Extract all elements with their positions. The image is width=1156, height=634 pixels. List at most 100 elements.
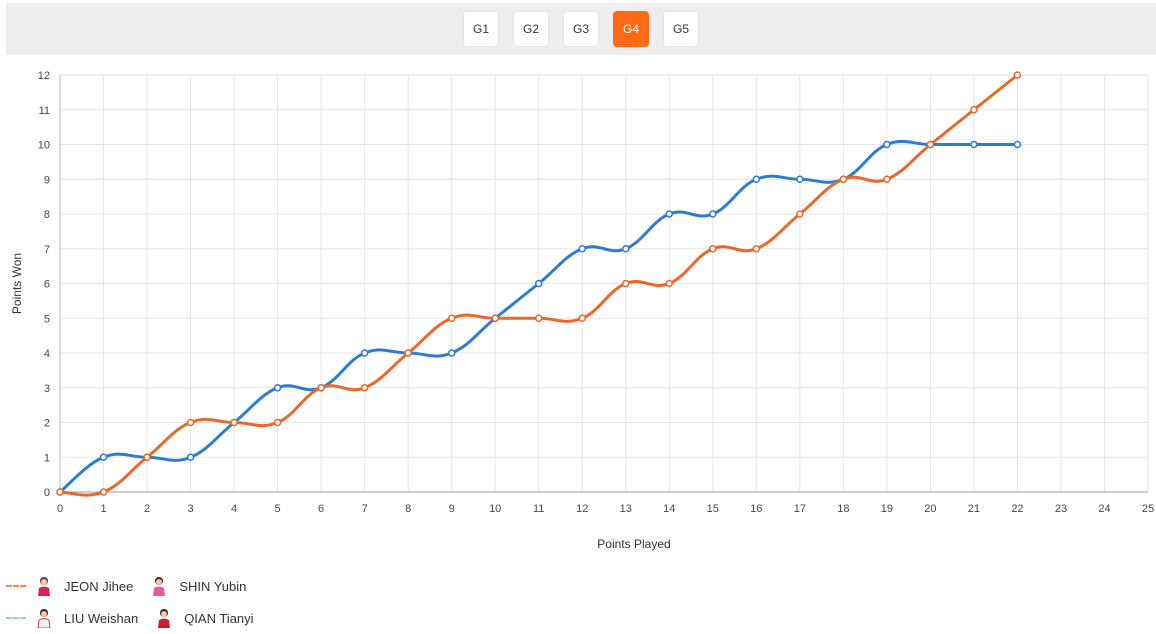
y-tick-label: 8 — [44, 209, 50, 221]
player-avatar-icon — [37, 609, 51, 628]
y-tick-label: 1 — [44, 452, 50, 464]
x-tick-label: 17 — [794, 503, 806, 515]
data-point — [99, 453, 108, 461]
data-point — [752, 175, 761, 183]
data-point — [709, 245, 717, 253]
data-point — [578, 245, 586, 253]
data-point — [360, 349, 369, 357]
tab-g4[interactable]: G4 — [613, 11, 649, 47]
data-point — [839, 175, 848, 183]
x-tick-label: 18 — [837, 503, 849, 515]
tab-g3[interactable]: G3 — [563, 11, 599, 47]
legend-row-team-1: JEON Jihee SHIN Yubin — [6, 570, 272, 602]
legend: JEON Jihee SHIN Yubin LIU Weishan QIAN T… — [6, 570, 272, 634]
series-2 — [56, 71, 1022, 497]
data-point — [752, 245, 761, 253]
x-tick-label: 9 — [449, 503, 455, 515]
player-avatar-icon — [158, 609, 171, 628]
y-tick-label: 7 — [44, 244, 50, 256]
x-tick-label: 2 — [144, 503, 150, 515]
x-tick-label: 4 — [231, 503, 237, 515]
legend-player-name: QIAN Tianyi — [184, 610, 254, 626]
y-tick-label: 12 — [38, 70, 50, 82]
x-tick-label: 10 — [489, 503, 501, 515]
data-point — [186, 453, 195, 461]
x-tick-label: 3 — [187, 503, 193, 515]
y-tick-label: 11 — [39, 105, 50, 117]
x-tick-label: 19 — [881, 503, 893, 515]
data-point — [404, 349, 412, 357]
y-axis-title: Points Won — [10, 253, 24, 314]
data-point — [926, 140, 935, 149]
x-tick-label: 7 — [362, 503, 368, 515]
data-point — [1013, 71, 1022, 79]
x-tick-label: 1 — [100, 503, 106, 515]
x-tick-label: 5 — [275, 503, 281, 515]
data-point — [622, 245, 630, 253]
data-point — [883, 140, 891, 149]
data-point — [56, 488, 64, 496]
legend-swatch-team-2 — [6, 617, 26, 619]
data-point — [970, 106, 978, 114]
x-tick-label: 6 — [318, 503, 324, 515]
data-point — [534, 314, 543, 322]
data-point — [317, 384, 325, 392]
legend-player-name: SHIN Yubin — [179, 578, 247, 594]
data-point — [534, 279, 543, 288]
score-progression-chart: 0 1 2 3 4 5 6 7 8 9 10 11 12 13 14 15 16 17 18 19 20 21 22 23 24… — [10, 70, 1154, 551]
legend-player-name: LIU Weishan — [64, 610, 139, 626]
player-avatar-icon — [38, 577, 50, 596]
y-tick-label: 3 — [44, 383, 50, 395]
data-point — [143, 453, 151, 461]
data-point — [491, 314, 499, 322]
legend-player-name: JEON Jihee — [64, 578, 134, 594]
data-point — [883, 175, 891, 183]
data-point — [665, 210, 674, 218]
x-axis-title: Points Played — [597, 537, 670, 551]
x-tick-label: 25 — [1142, 503, 1154, 515]
data-point — [622, 279, 630, 288]
legend-row-team-2: LIU Weishan QIAN Tianyi — [6, 602, 272, 634]
x-tick-label: 16 — [750, 503, 762, 515]
player-avatar-icon — [153, 577, 166, 596]
data-point — [970, 140, 978, 149]
y-tick-label: 10 — [38, 140, 50, 152]
x-tick-label: 11 — [533, 503, 544, 515]
data-point — [796, 210, 804, 218]
data-point — [796, 175, 804, 183]
data-point — [1013, 140, 1022, 149]
y-tick-label: 9 — [44, 174, 50, 186]
data-point — [578, 314, 586, 322]
y-tick-label: 6 — [44, 279, 50, 291]
data-point — [709, 210, 717, 218]
data-point — [665, 279, 674, 288]
game-selector-bar: G1 G2 G3 G4 G5 — [6, 3, 1156, 55]
y-tick-label: 5 — [44, 313, 50, 325]
x-tick-label: 20 — [924, 503, 936, 515]
data-point — [447, 314, 456, 322]
x-tick-label: 23 — [1055, 503, 1067, 515]
data-point — [447, 349, 456, 357]
x-tick-label: 8 — [405, 503, 411, 515]
y-tick-label: 4 — [44, 348, 50, 360]
y-tick-label: 0 — [44, 487, 50, 499]
x-tick-label: 22 — [1011, 503, 1023, 515]
data-point — [360, 384, 369, 392]
legend-swatch-team-1 — [6, 585, 26, 587]
data-point — [230, 418, 238, 427]
x-tick-label: 0 — [57, 503, 63, 515]
data-point — [99, 488, 108, 496]
x-tick-label: 13 — [620, 503, 632, 515]
x-tick-label: 12 — [576, 503, 588, 515]
data-point — [273, 418, 282, 427]
tab-g2[interactable]: G2 — [513, 11, 549, 47]
y-tick-label: 2 — [44, 418, 50, 430]
x-tick-label: 15 — [707, 503, 719, 515]
x-tick-label: 21 — [968, 503, 980, 515]
tab-g5[interactable]: G5 — [663, 11, 699, 47]
data-point — [186, 418, 195, 427]
game-tabs: G1 G2 G3 G4 G5 — [6, 11, 1156, 47]
x-tick-label: 14 — [663, 503, 675, 515]
tab-g1[interactable]: G1 — [463, 11, 499, 47]
data-point — [273, 384, 282, 392]
